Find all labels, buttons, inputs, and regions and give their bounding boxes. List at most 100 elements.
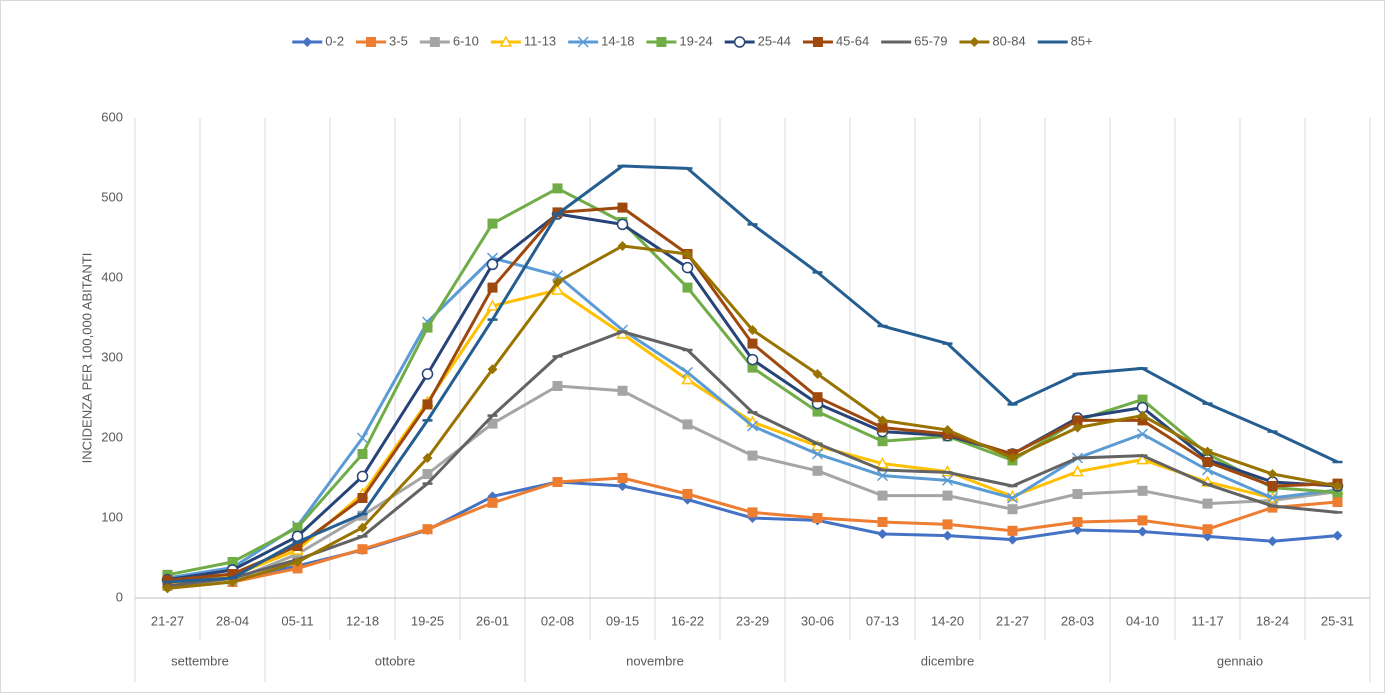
marker	[1137, 515, 1148, 526]
marker	[356, 432, 369, 444]
marker	[1137, 394, 1148, 405]
marker	[487, 497, 498, 508]
y-tick-label: 300	[101, 349, 123, 364]
group-label: settembre	[171, 653, 229, 668]
marker	[577, 36, 589, 48]
marker	[1136, 428, 1149, 440]
marker	[422, 322, 433, 333]
marker	[942, 530, 953, 541]
x-tick-label: 07-13	[866, 613, 899, 628]
legend-label: 65-79	[914, 33, 947, 48]
marker	[1137, 410, 1148, 421]
marker	[162, 575, 173, 586]
legend-label: 11-13	[524, 33, 556, 48]
marker	[682, 249, 693, 259]
marker	[746, 353, 759, 366]
marker	[733, 36, 746, 48]
y-tick-label: 500	[101, 189, 123, 204]
x-tick-label: 21-27	[151, 613, 184, 628]
marker	[552, 381, 563, 391]
marker	[942, 425, 953, 435]
marker	[1007, 525, 1018, 536]
y-tick-label: 400	[101, 269, 123, 284]
marker	[1007, 453, 1018, 463]
marker	[292, 563, 303, 574]
group-label: novembre	[626, 653, 684, 668]
marker	[1267, 536, 1278, 547]
marker	[162, 583, 173, 594]
group-label: dicembre	[921, 653, 974, 668]
marker	[876, 470, 889, 482]
marker	[421, 368, 434, 380]
marker	[551, 283, 564, 295]
marker	[227, 569, 238, 579]
marker	[429, 37, 440, 47]
marker	[617, 241, 628, 251]
marker	[292, 522, 303, 533]
x-tick-label: 25-31	[1321, 613, 1354, 628]
marker	[1202, 498, 1213, 509]
x-tick-label: 02-08	[541, 613, 574, 628]
marker	[811, 448, 824, 460]
legend-label: 19-24	[679, 33, 712, 48]
y-tick-label: 100	[101, 509, 123, 524]
marker	[877, 529, 888, 539]
marker	[1202, 457, 1213, 467]
x-tick-label: 26-01	[476, 613, 509, 628]
marker	[876, 457, 889, 469]
marker	[1072, 517, 1083, 527]
marker	[877, 415, 888, 426]
marker	[356, 470, 369, 483]
marker	[1137, 485, 1148, 496]
marker	[682, 282, 693, 293]
x-tick-label: 05-11	[281, 613, 313, 628]
x-tick-label: 14-20	[931, 613, 964, 628]
marker	[1136, 453, 1149, 465]
marker	[487, 364, 498, 375]
marker	[357, 522, 368, 533]
marker	[1072, 489, 1083, 499]
marker	[656, 37, 667, 47]
marker	[747, 338, 758, 349]
marker	[1007, 534, 1018, 545]
marker	[812, 369, 823, 379]
marker	[1202, 524, 1213, 535]
x-tick-label: 16-22	[671, 613, 704, 628]
group-label: gennaio	[1217, 653, 1263, 668]
marker	[942, 490, 953, 501]
legend-label: 25-44	[758, 33, 791, 48]
marker	[1267, 481, 1278, 491]
marker	[681, 261, 694, 274]
x-tick-label: 28-03	[1061, 613, 1094, 628]
y-tick-label: 200	[101, 429, 123, 444]
marker	[941, 474, 954, 486]
marker	[617, 473, 628, 483]
y-tick-label: 600	[101, 109, 123, 124]
marker	[617, 202, 628, 213]
marker	[499, 35, 513, 47]
marker	[812, 37, 823, 47]
marker	[747, 362, 758, 373]
marker	[617, 385, 628, 396]
marker	[681, 373, 694, 385]
marker	[1072, 525, 1083, 535]
marker	[616, 218, 629, 231]
marker	[1332, 481, 1343, 491]
marker	[1007, 504, 1018, 515]
marker	[682, 489, 693, 499]
marker	[1332, 497, 1343, 507]
marker	[487, 282, 498, 293]
legend-label: 3-5	[389, 33, 408, 48]
marker	[1202, 446, 1213, 457]
marker	[747, 325, 758, 335]
legend-label: 14-18	[601, 33, 634, 48]
marker	[487, 418, 498, 429]
x-tick-label: 04-10	[1126, 613, 1159, 628]
marker	[877, 422, 888, 433]
y-axis-title: INCIDENZA PER 100,000 ABITANTI	[79, 253, 94, 464]
marker	[812, 513, 823, 523]
marker	[227, 557, 238, 567]
marker	[357, 544, 368, 555]
